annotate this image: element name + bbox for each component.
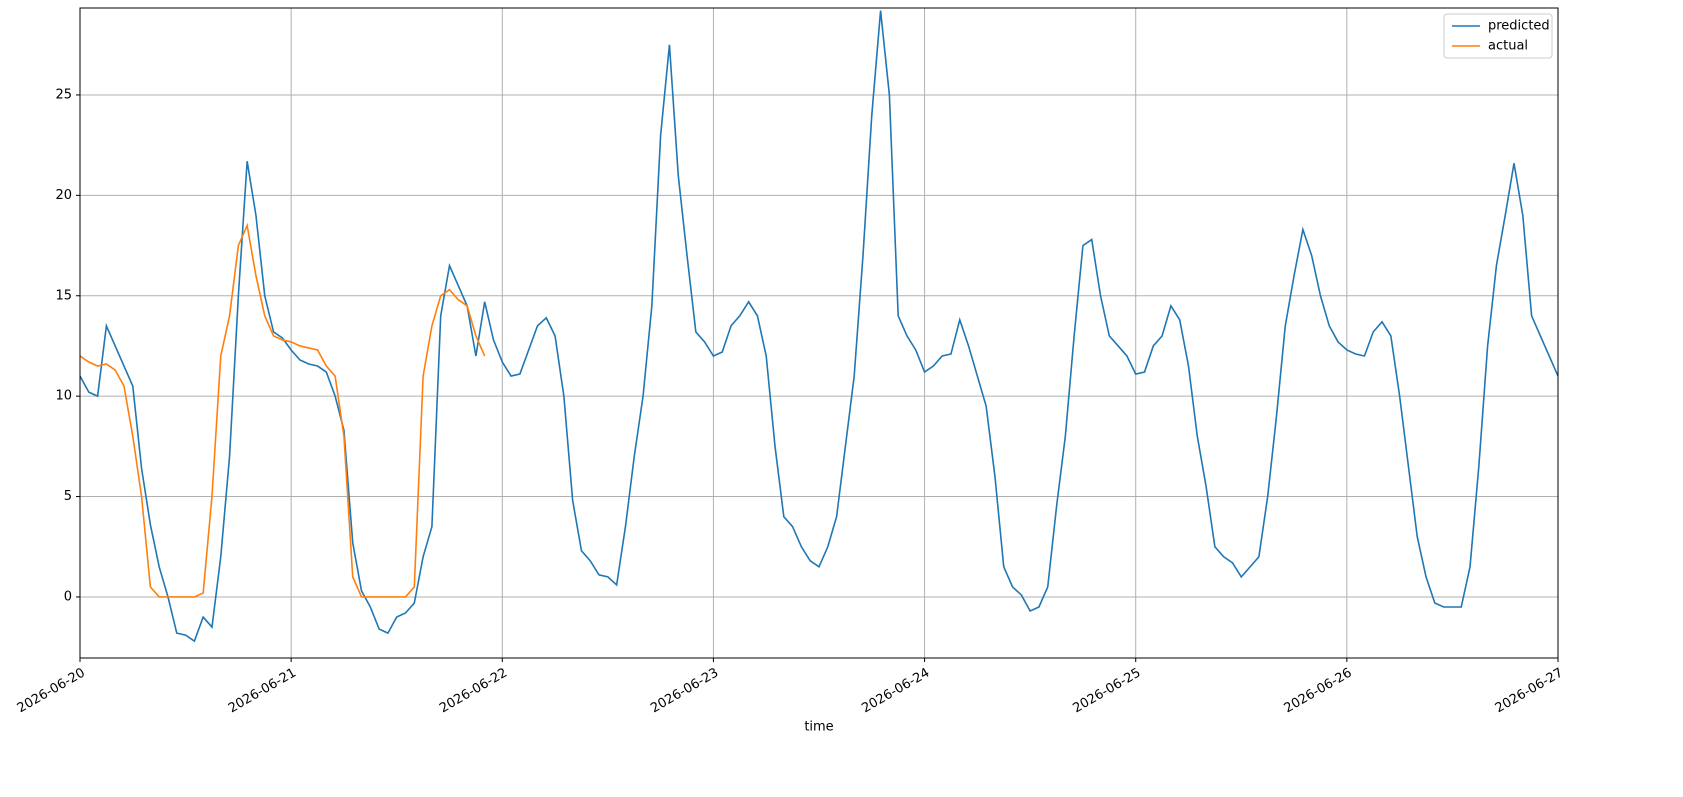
y-tick-label: 15 [55,288,72,303]
y-tick-label: 5 [64,489,72,504]
legend-label: predicted [1488,19,1550,34]
x-tick-label: 2026-06-23 [648,666,721,717]
y-tick-label: 0 [64,589,72,604]
y-tick-label: 10 [55,389,72,404]
x-tick-label: 2026-06-22 [437,666,510,717]
legend-label: actual [1488,39,1528,54]
x-tick-label: 2026-06-27 [1493,666,1566,717]
x-tick-label: 2026-06-21 [226,666,299,717]
line-series [80,10,1558,643]
legend-box [1443,13,1553,59]
x-tick-label: 2026-06-20 [15,666,88,717]
y-tick-label: 20 [55,188,72,203]
x-tick-label: 2026-06-26 [1282,666,1355,717]
plot-frame [79,7,1559,659]
y-tick-label: 25 [55,87,72,102]
line-series [80,222,486,598]
x-axis-label: time [804,720,833,735]
x-tick-label: 2026-06-25 [1071,666,1144,717]
x-tick-label: 2026-06-24 [859,666,932,717]
